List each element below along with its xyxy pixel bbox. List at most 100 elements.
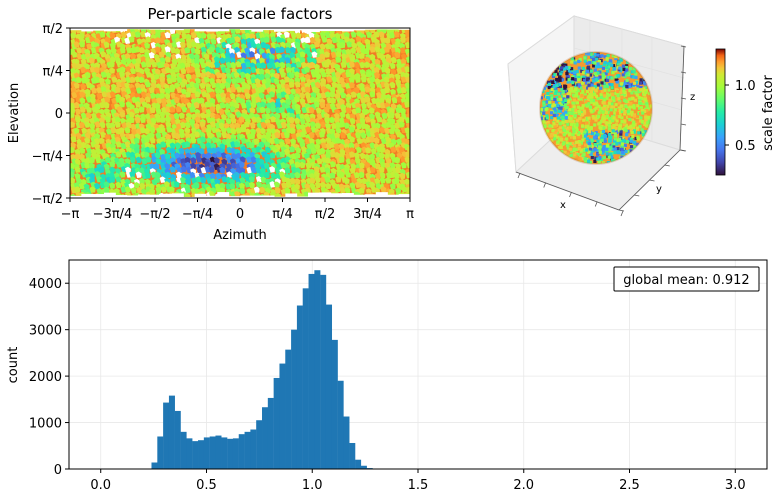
map-cell [174,127,181,134]
sphere-point [606,54,610,58]
sphere-point [619,58,623,62]
sphere-point [590,95,594,99]
map-cell [406,161,410,169]
map-cell [125,166,131,174]
map-cell [390,171,397,178]
sphere-point [596,135,600,139]
x-axis-tick [594,201,598,207]
map-cell [83,63,90,70]
sphere-point [542,103,546,107]
sphere-point [580,148,584,152]
sphere-point [610,76,614,80]
sphere-point [594,77,598,82]
sphere-point [550,97,554,101]
map-cell [356,137,363,145]
sphere-point [565,77,569,81]
map-cell [95,156,102,164]
map-cell [89,167,96,174]
map-cell [275,36,282,43]
map-cell [74,153,81,160]
sphere-point [570,89,574,93]
map-cell [264,141,271,148]
sphere-point [545,85,549,89]
map-cell [221,96,227,103]
map-cell [333,151,340,159]
map-cell [381,112,388,120]
sphere-point [586,86,590,90]
map-cell [201,126,207,133]
map-cell [379,172,386,179]
sphere-point [559,72,563,76]
map-cell [159,61,166,68]
sphere-point [556,140,560,144]
map-cell [160,43,167,51]
map-gap [285,193,298,198]
sphere-point [554,89,558,93]
sphere-point [620,147,624,151]
map-gap [81,28,94,32]
map-cell [364,38,371,46]
map-cell [239,171,246,179]
map-cell [294,81,301,88]
sphere-point [563,86,567,90]
map-cell [359,86,366,93]
sphere-point [541,89,545,94]
map-cell [219,82,226,90]
map-cell [254,162,261,170]
map-cell [305,162,312,169]
sphere-point [600,90,604,94]
sphere-point [597,122,601,126]
map-cell [240,137,247,144]
sphere-point [584,103,588,107]
sphere-point [634,91,638,95]
map-cell [258,57,265,64]
map-cell [196,156,202,163]
map-cell [103,163,110,171]
map-cell [340,92,347,99]
map-cell [269,137,276,145]
map-gap [240,28,252,30]
map-cell [319,43,326,50]
map-cell [70,171,75,178]
map-cell [185,173,192,181]
sphere-point [557,137,561,141]
map-cell [288,93,295,101]
sphere-point [630,110,634,114]
map-cell [149,137,156,144]
map-cell [135,96,142,104]
sphere-point [553,137,557,141]
sphere-point [582,109,586,113]
map-cell [349,117,356,125]
map-cell [71,91,78,99]
map-cell [194,48,201,55]
map-cell [313,87,320,94]
map-cell [119,111,126,118]
map-cell [289,177,296,185]
map-cell [239,167,246,174]
colorbar-ticks: 0.51.0 [725,79,756,154]
map-cell [209,106,216,113]
map-cell [150,42,157,49]
sphere-point [589,69,594,73]
sphere-point [572,127,576,131]
map-cell [390,146,397,153]
sphere-point [550,111,554,115]
map-cell [365,172,372,179]
map-cell [180,166,187,173]
map-cell [150,117,157,124]
map-cell [313,101,320,108]
map-gap [319,28,332,32]
map-cell [138,46,145,54]
map-cell [236,86,243,93]
map-cell [333,116,340,124]
sphere-point [592,64,596,68]
sphere-point [624,104,628,108]
sphere-point [638,106,642,110]
map-cell [319,166,326,173]
map-cell [285,62,292,70]
map-cell [115,181,122,189]
sphere-point [579,141,583,145]
sphere-point [545,100,549,104]
map-cell [405,151,410,158]
sphere-point [602,156,606,160]
